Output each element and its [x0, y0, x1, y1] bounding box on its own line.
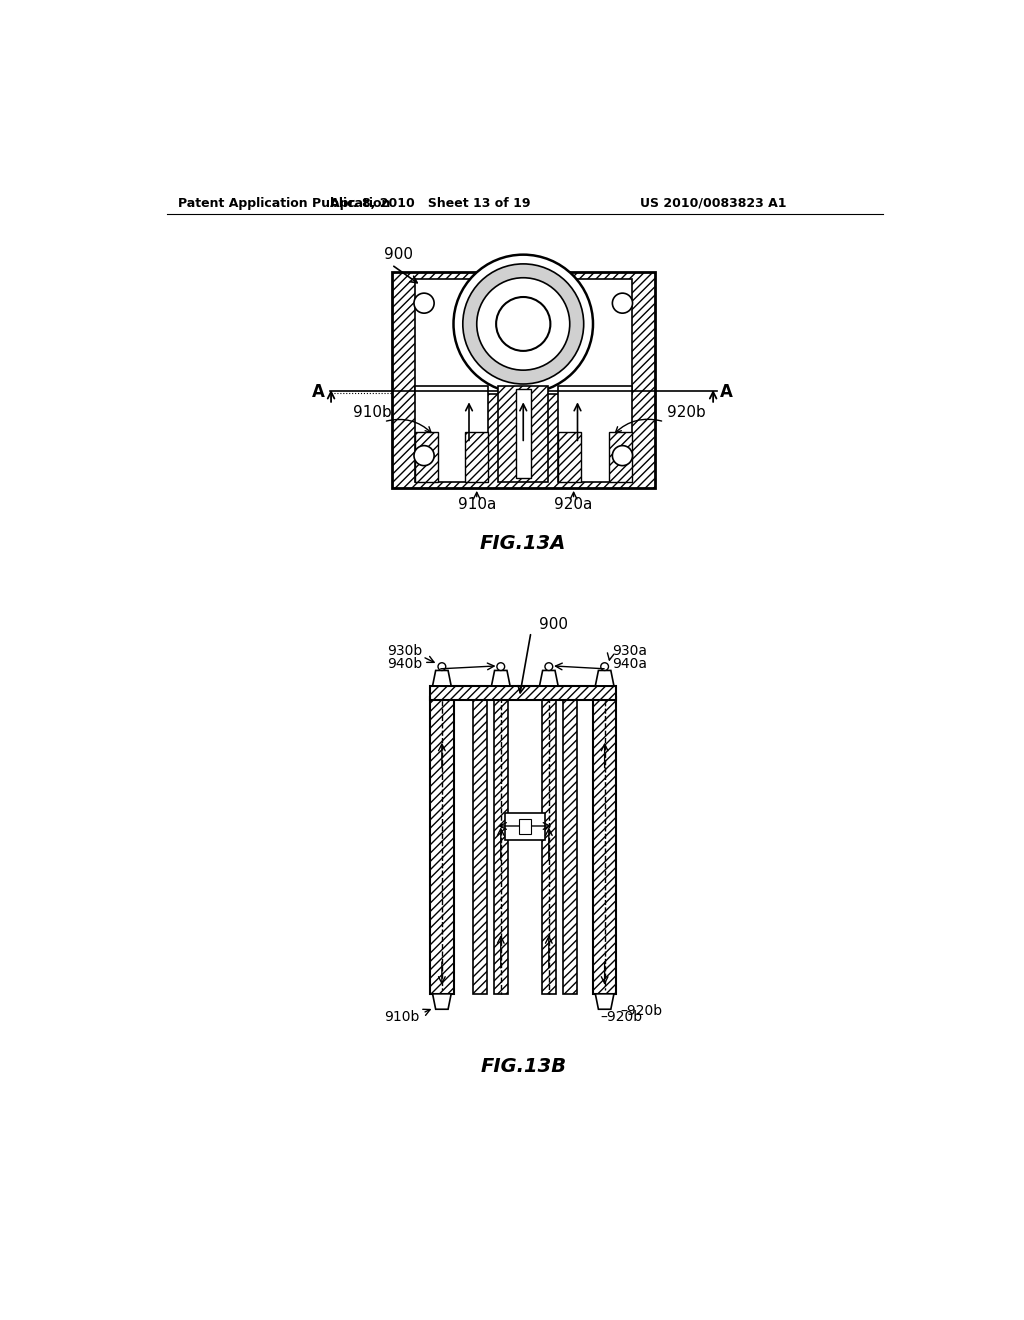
- Text: Patent Application Publication: Patent Application Publication: [178, 197, 391, 210]
- Bar: [415, 385, 488, 482]
- Polygon shape: [540, 671, 558, 686]
- Circle shape: [454, 255, 593, 393]
- Text: A: A: [311, 384, 325, 401]
- Text: 910b: 910b: [384, 1010, 419, 1024]
- Circle shape: [414, 293, 434, 313]
- Polygon shape: [595, 671, 614, 686]
- Bar: [499, 385, 548, 482]
- Text: FIG.13A: FIG.13A: [480, 533, 566, 553]
- Circle shape: [496, 297, 550, 351]
- Bar: [430, 697, 454, 994]
- Text: A: A: [720, 384, 733, 401]
- Bar: [473, 697, 486, 994]
- Text: Apr. 8, 2010   Sheet 13 of 19: Apr. 8, 2010 Sheet 13 of 19: [330, 197, 530, 210]
- Polygon shape: [432, 994, 452, 1010]
- Bar: [608, 432, 632, 482]
- Text: 910b: 910b: [352, 405, 391, 420]
- Bar: [465, 432, 488, 482]
- Text: FIG.13B: FIG.13B: [480, 1057, 566, 1077]
- Bar: [563, 697, 577, 994]
- Text: 930b: 930b: [388, 644, 423, 659]
- Text: 900: 900: [539, 616, 567, 632]
- Circle shape: [545, 663, 553, 671]
- Text: 910a: 910a: [458, 498, 496, 512]
- Text: US 2010/0083823 A1: US 2010/0083823 A1: [640, 197, 786, 210]
- Bar: [391, 272, 655, 488]
- Bar: [415, 279, 632, 393]
- Bar: [515, 389, 531, 478]
- Bar: [558, 385, 632, 482]
- Bar: [430, 686, 616, 700]
- Text: 930a: 930a: [612, 644, 647, 659]
- Bar: [518, 818, 531, 834]
- Text: 920b: 920b: [667, 405, 706, 420]
- Polygon shape: [595, 994, 614, 1010]
- Bar: [542, 697, 556, 994]
- Bar: [494, 697, 508, 994]
- Text: 940b: 940b: [388, 657, 423, 672]
- Circle shape: [612, 293, 633, 313]
- Text: 920a: 920a: [554, 498, 593, 512]
- Circle shape: [497, 663, 505, 671]
- Text: 940a: 940a: [612, 657, 647, 672]
- Bar: [505, 813, 545, 840]
- Circle shape: [612, 446, 633, 466]
- Circle shape: [601, 663, 608, 671]
- Circle shape: [477, 277, 569, 370]
- Circle shape: [438, 663, 445, 671]
- Polygon shape: [432, 671, 452, 686]
- Text: 900: 900: [384, 247, 413, 263]
- Circle shape: [414, 446, 434, 466]
- Bar: [558, 432, 582, 482]
- Text: –920b: –920b: [621, 1003, 663, 1018]
- Bar: [415, 432, 438, 482]
- Polygon shape: [492, 671, 510, 686]
- Bar: [593, 697, 616, 994]
- Text: –920b: –920b: [601, 1010, 643, 1024]
- Circle shape: [463, 264, 584, 384]
